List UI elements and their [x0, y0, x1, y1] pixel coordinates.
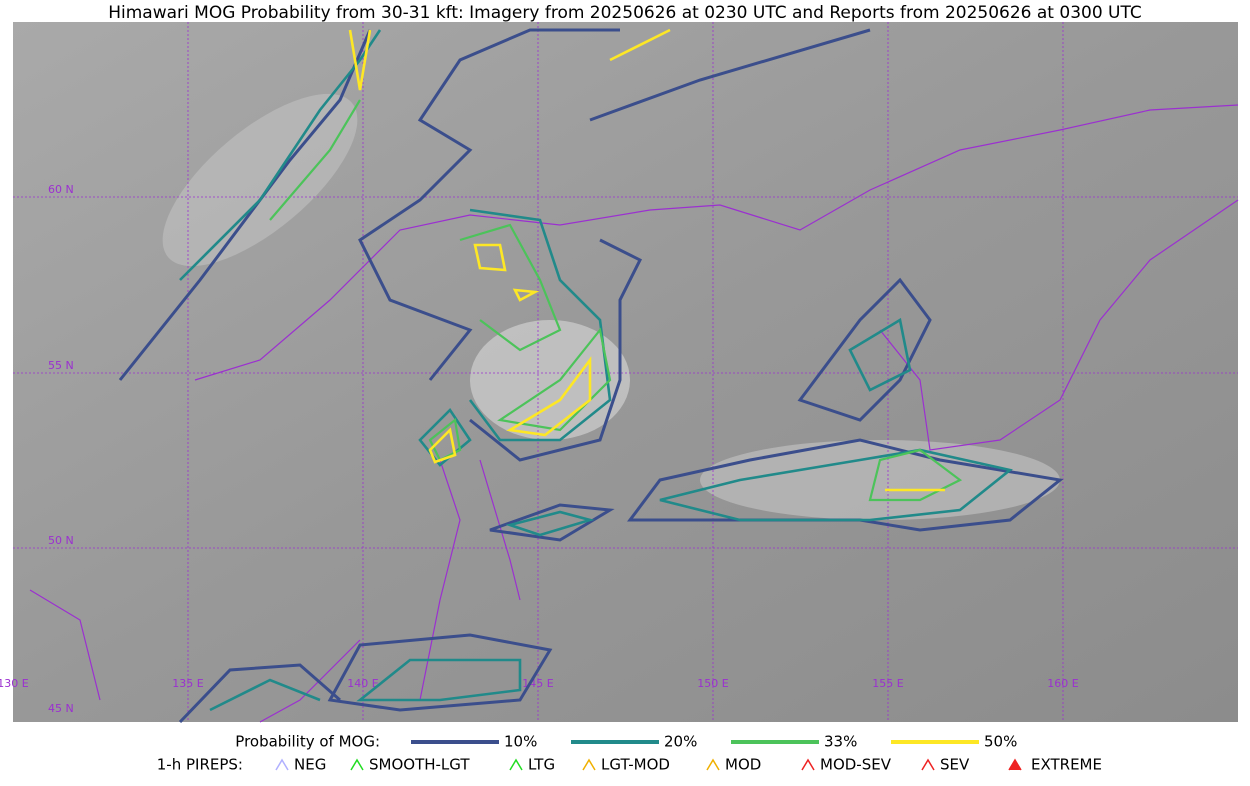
- pirep-label: EXTREME: [1031, 756, 1102, 774]
- pirep-label: SMOOTH-LGT: [369, 756, 470, 774]
- longitude-label: 160 E: [1047, 677, 1078, 690]
- map-title: Himawari MOG Probability from 30-31 kft:…: [108, 3, 1142, 23]
- latitude-label: 45 N: [48, 702, 74, 715]
- pirep-symbol: [350, 758, 364, 771]
- legend-title: Probability of MOG:: [235, 733, 380, 751]
- cloud: [700, 440, 1060, 520]
- pirep-label: LGT-MOD: [601, 756, 670, 774]
- contour-33: [269, 99, 963, 502]
- pirep-symbol: [921, 758, 935, 771]
- pirep-label: LTG: [528, 756, 555, 774]
- longitude-label: 150 E: [697, 677, 728, 690]
- pirep-label: MOD-SEV: [820, 756, 892, 774]
- latitude-label: 55 N: [48, 359, 74, 372]
- longitude-label: 155 E: [872, 677, 903, 690]
- pirep-symbol: [275, 758, 289, 771]
- coastline: [29, 104, 1239, 723]
- legend-label: 20%: [664, 733, 697, 751]
- pirep-symbol: [706, 758, 720, 771]
- longitude-label: 135 E: [172, 677, 203, 690]
- latitude-label: 60 N: [48, 183, 74, 196]
- pirep-label: SEV: [940, 756, 970, 774]
- legend: Probability of MOG: 10% 20% 33% 50% 1-h PIREP…: [157, 733, 1102, 774]
- longitude-label: 130 E: [0, 677, 29, 690]
- cloud: [470, 320, 630, 440]
- legend-label: 10%: [504, 733, 537, 751]
- legend-title: 1-h PIREPS:: [157, 756, 243, 774]
- pirep-symbol: [1008, 758, 1022, 771]
- latitude-label: 50 N: [48, 534, 74, 547]
- contour-10: [118, 28, 1064, 724]
- legend-label: 50%: [984, 733, 1017, 751]
- pirep-label: NEG: [294, 756, 326, 774]
- pirep-symbol: [509, 758, 523, 771]
- legend-label: 33%: [824, 733, 857, 751]
- pirep-symbol: [582, 758, 596, 771]
- contour-50: [348, 28, 945, 492]
- longitude-label: 140 E: [347, 677, 378, 690]
- pirep-symbol: [801, 758, 815, 771]
- pirep-label: MOD: [725, 756, 761, 774]
